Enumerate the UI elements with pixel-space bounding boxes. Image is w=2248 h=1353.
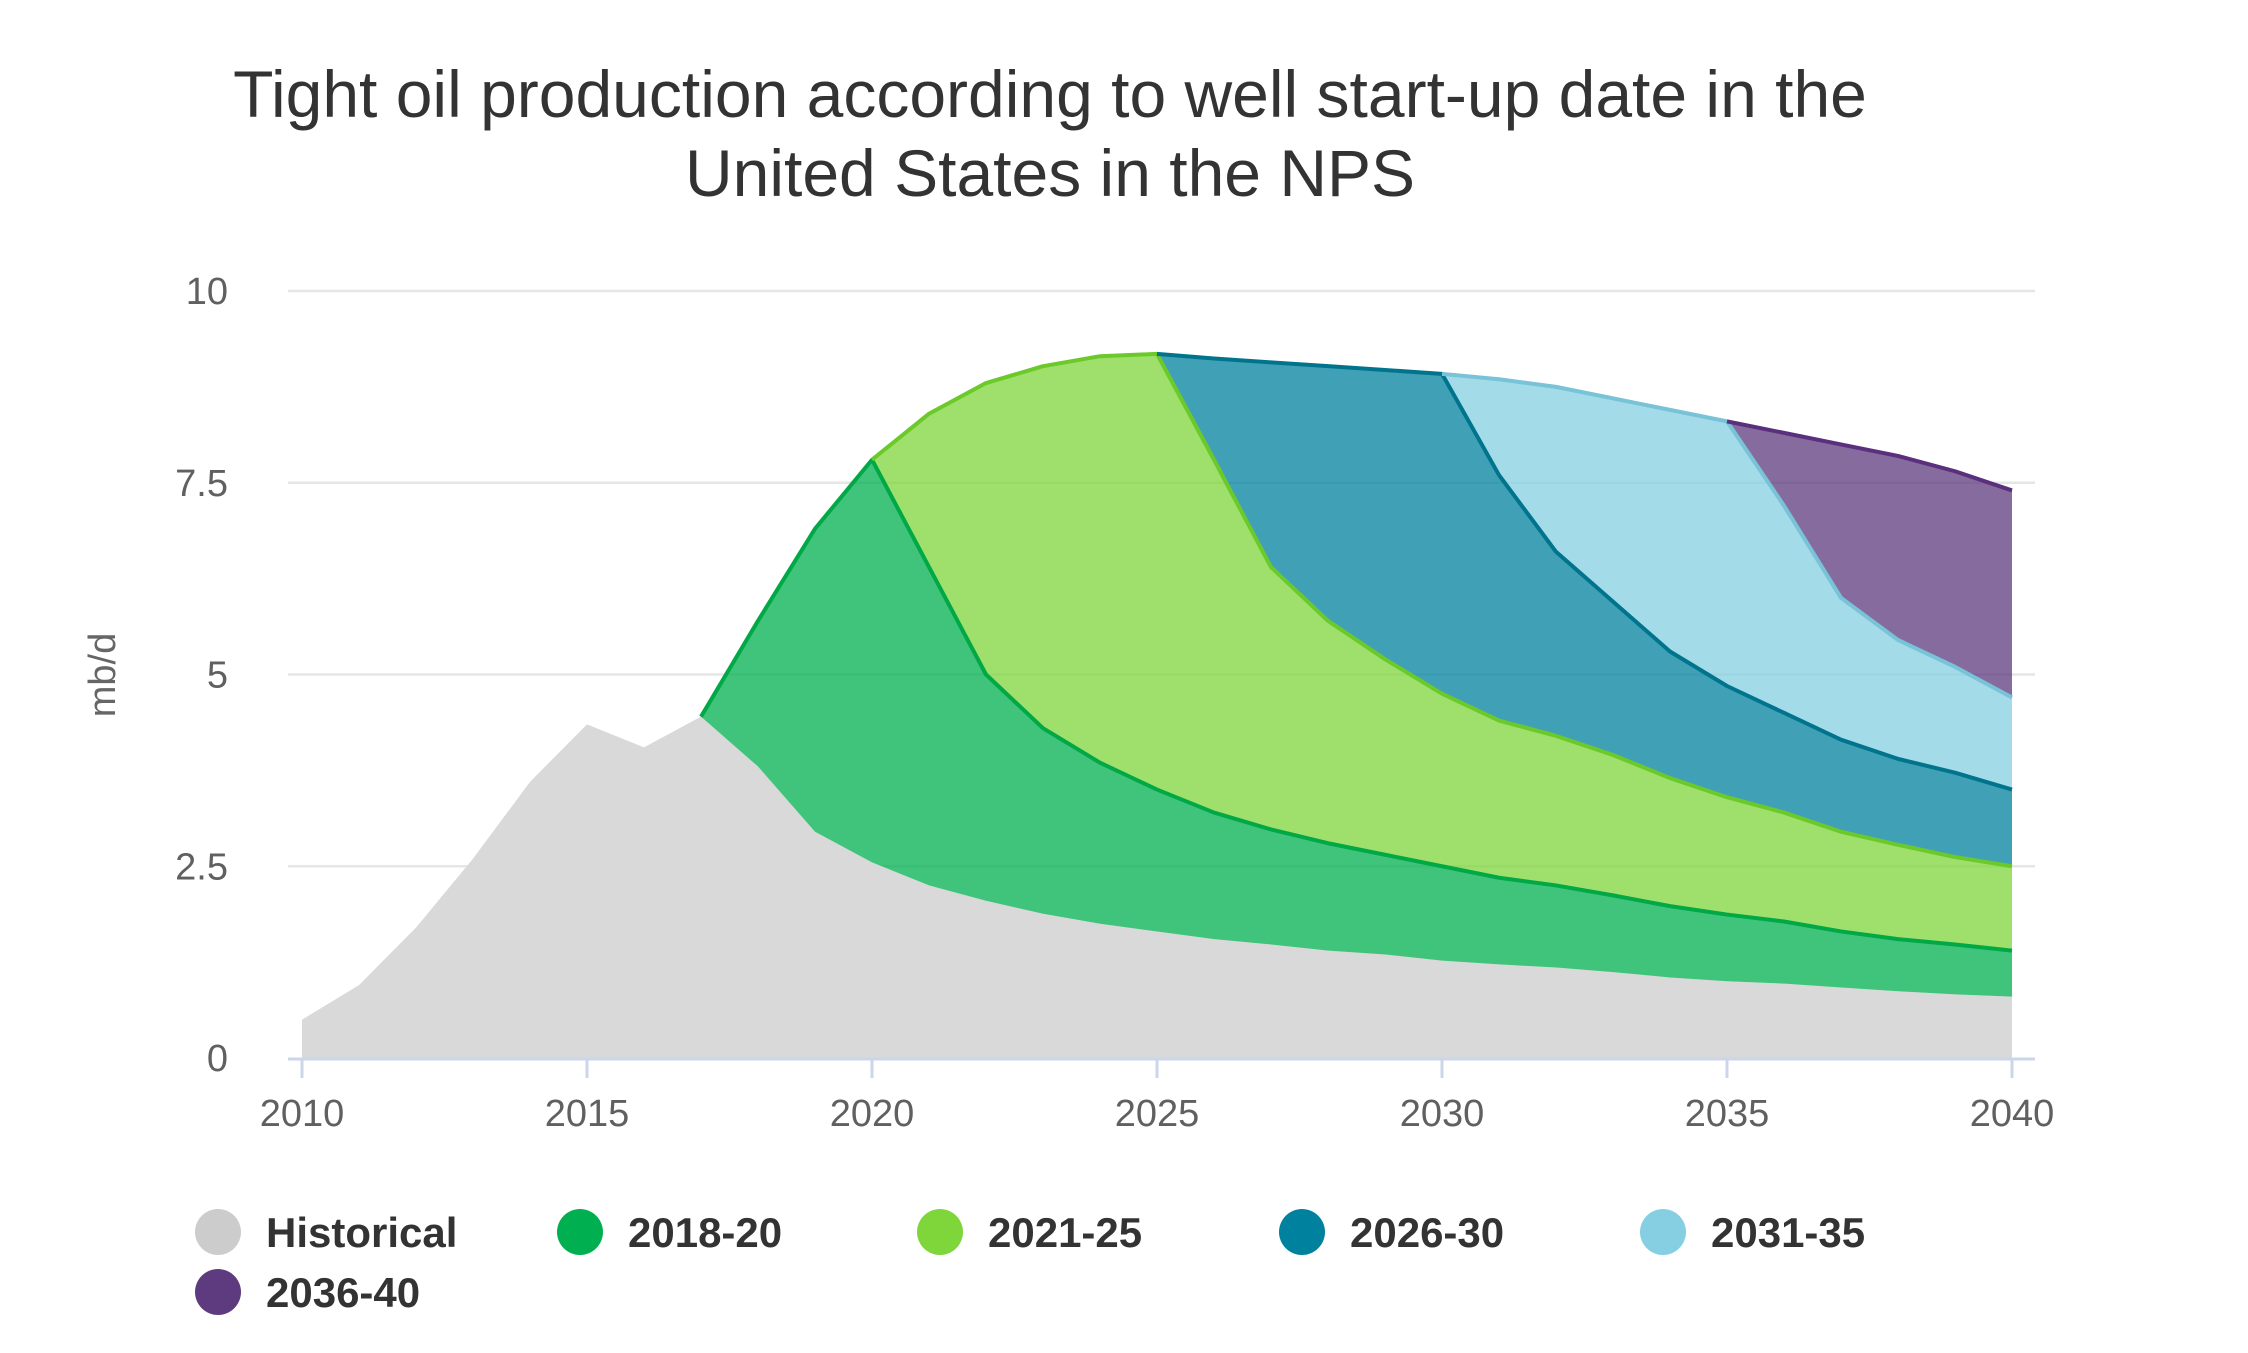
legend-swatch: [557, 1209, 603, 1255]
chart-title-line-1: Tight oil production according to well s…: [233, 57, 1867, 131]
legend-swatch: [1640, 1209, 1686, 1255]
legend-label: 2036-40: [266, 1269, 420, 1316]
legend-item-historical[interactable]: Historical: [195, 1209, 457, 1256]
x-tick-label: 2040: [1970, 1093, 2055, 1135]
area-2018-20: [701, 459, 2012, 997]
legend-item-2036-40[interactable]: 2036-40: [195, 1269, 420, 1316]
line-2021-25: [870, 351, 2013, 869]
legend-label: 2021-25: [988, 1209, 1142, 1256]
y-tick-label: 5: [207, 655, 228, 697]
legend-label: Historical: [266, 1209, 457, 1256]
legend-swatch: [917, 1209, 963, 1255]
legend-swatch: [195, 1269, 241, 1315]
x-tick-label: 2035: [1685, 1093, 1770, 1135]
legend-swatch: [1279, 1209, 1325, 1255]
line-2018-20: [699, 457, 2013, 953]
legend-label: 2018-20: [628, 1209, 782, 1256]
area-2026-30: [1157, 353, 2012, 867]
legend-item-2026-30[interactable]: 2026-30: [1279, 1209, 1504, 1256]
y-tick-label: 7.5: [175, 463, 228, 505]
x-tick-label: 2015: [545, 1093, 630, 1135]
line-2036-40: [1726, 419, 2013, 493]
x-tick-label: 2010: [260, 1093, 345, 1135]
legend-label: 2026-30: [1350, 1209, 1504, 1256]
legend-item-2021-25[interactable]: 2021-25: [917, 1209, 1142, 1256]
line-layer: [699, 351, 2013, 953]
area-historical: [302, 716, 2012, 1058]
x-tick-label: 2020: [830, 1093, 915, 1135]
y-tick-label: 10: [186, 271, 228, 313]
legend-item-2031-35[interactable]: 2031-35: [1640, 1209, 1865, 1256]
y-tick-label: 2.5: [175, 846, 228, 888]
y-axis-title: mb/d: [82, 633, 124, 717]
area-2031-35: [1442, 373, 2012, 790]
axis-layer: 0 2.5 5 7.5 10 2010 2015 2020 2025 2030 2035 2040: [175, 271, 2054, 1135]
x-tick-label: 2030: [1400, 1093, 1485, 1135]
x-tick-label: 2025: [1115, 1093, 1200, 1135]
legend: Historical 2018-20 2021-25 2026-30 2031-35 20…: [195, 1209, 1865, 1316]
area-2036-40: [1727, 421, 2012, 698]
y-tick-label: 0: [207, 1038, 228, 1080]
legend-swatch: [195, 1209, 241, 1255]
area-layer: [302, 353, 2012, 1058]
line-2026-30: [1156, 351, 2013, 792]
legend-item-2018-20[interactable]: 2018-20: [557, 1209, 782, 1256]
legend-label: 2031-35: [1711, 1209, 1865, 1256]
area-2021-25: [872, 353, 2012, 951]
chart-title-line-2: United States in the NPS: [685, 136, 1415, 210]
